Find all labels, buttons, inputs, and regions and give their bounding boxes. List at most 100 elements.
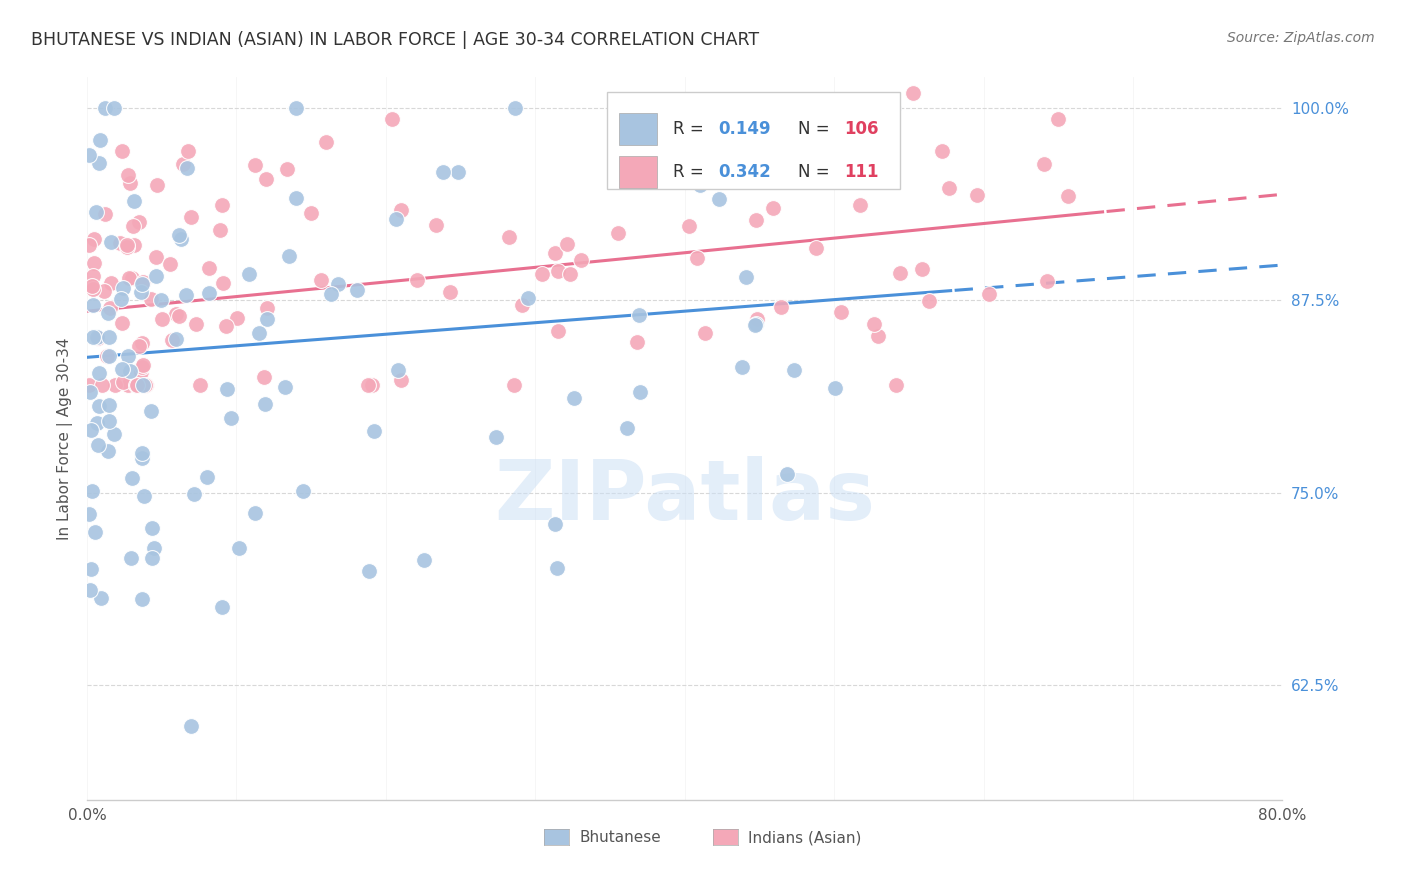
Point <box>211 600 233 615</box>
Point <box>546 560 568 574</box>
Point <box>1046 112 1069 126</box>
Point <box>274 380 297 394</box>
Point <box>98 398 121 412</box>
Point <box>709 192 731 206</box>
Point <box>97 330 120 344</box>
Point <box>86 330 108 344</box>
Point <box>115 240 138 254</box>
Point <box>180 719 202 733</box>
Point <box>77 238 100 252</box>
Point <box>389 373 412 387</box>
Point <box>77 148 100 162</box>
Text: 0.149: 0.149 <box>718 120 770 138</box>
Point <box>121 471 143 485</box>
Point <box>80 423 103 437</box>
Point <box>626 334 648 349</box>
Point <box>381 112 404 126</box>
Point <box>120 364 142 378</box>
Point <box>79 562 101 576</box>
FancyBboxPatch shape <box>619 112 657 145</box>
Point <box>256 312 278 326</box>
Point <box>212 277 235 291</box>
Point <box>616 420 638 434</box>
Point <box>111 316 134 330</box>
Point <box>94 101 117 115</box>
Point <box>82 279 104 293</box>
Point <box>108 235 131 250</box>
Point <box>689 178 711 192</box>
Point <box>142 541 165 555</box>
Point <box>198 286 221 301</box>
Point <box>180 210 202 224</box>
Point <box>363 424 385 438</box>
Point <box>503 378 526 392</box>
Point <box>131 451 153 466</box>
Text: BHUTANESE VS INDIAN (ASIAN) IN LABOR FORCE | AGE 30-34 CORRELATION CHART: BHUTANESE VS INDIAN (ASIAN) IN LABOR FOR… <box>31 31 759 49</box>
Point <box>804 241 827 255</box>
FancyBboxPatch shape <box>607 92 900 189</box>
Point <box>824 381 846 395</box>
Point <box>254 172 277 186</box>
Point <box>160 333 183 347</box>
Point <box>115 238 138 252</box>
Text: R =: R = <box>673 120 709 138</box>
Point <box>82 269 104 284</box>
Point <box>562 391 585 405</box>
Point <box>141 521 163 535</box>
Point <box>87 438 110 452</box>
Text: Source: ZipAtlas.com: Source: ZipAtlas.com <box>1227 31 1375 45</box>
Point <box>77 507 100 521</box>
Point <box>122 219 145 234</box>
Point <box>131 446 153 460</box>
Point <box>503 101 526 115</box>
Text: 0.342: 0.342 <box>718 163 770 181</box>
Point <box>84 205 107 219</box>
Point <box>770 170 793 185</box>
Point <box>209 223 232 237</box>
Point <box>129 365 152 379</box>
Point <box>82 298 104 312</box>
Point <box>1056 189 1078 203</box>
Point <box>794 101 817 115</box>
Point <box>128 339 150 353</box>
Point <box>97 443 120 458</box>
Point <box>79 384 101 399</box>
Point <box>745 317 768 331</box>
Point <box>243 506 266 520</box>
Point <box>346 283 368 297</box>
Point <box>124 378 146 392</box>
Point <box>910 261 932 276</box>
Point <box>183 487 205 501</box>
Point <box>247 326 270 340</box>
Point <box>253 370 276 384</box>
Point <box>127 378 149 392</box>
Point <box>299 206 322 220</box>
Point <box>100 276 122 290</box>
Point <box>863 317 886 331</box>
Point <box>783 362 806 376</box>
Point <box>315 135 337 149</box>
Point <box>1033 157 1056 171</box>
Point <box>707 131 730 145</box>
Point <box>120 550 142 565</box>
Point <box>131 335 153 350</box>
FancyBboxPatch shape <box>619 155 657 188</box>
Point <box>131 359 153 374</box>
Point <box>131 277 153 292</box>
Point <box>361 378 384 392</box>
Text: 106: 106 <box>844 120 879 138</box>
Point <box>111 376 134 390</box>
Point <box>215 382 238 396</box>
Point <box>731 360 754 375</box>
Point <box>931 144 953 158</box>
Point <box>225 311 247 326</box>
Point <box>830 305 852 319</box>
Point <box>135 378 157 392</box>
Point <box>309 273 332 287</box>
Point <box>405 272 427 286</box>
Point <box>141 550 163 565</box>
Point <box>849 198 872 212</box>
Point <box>89 156 111 170</box>
Point <box>186 318 208 332</box>
Point <box>131 591 153 606</box>
